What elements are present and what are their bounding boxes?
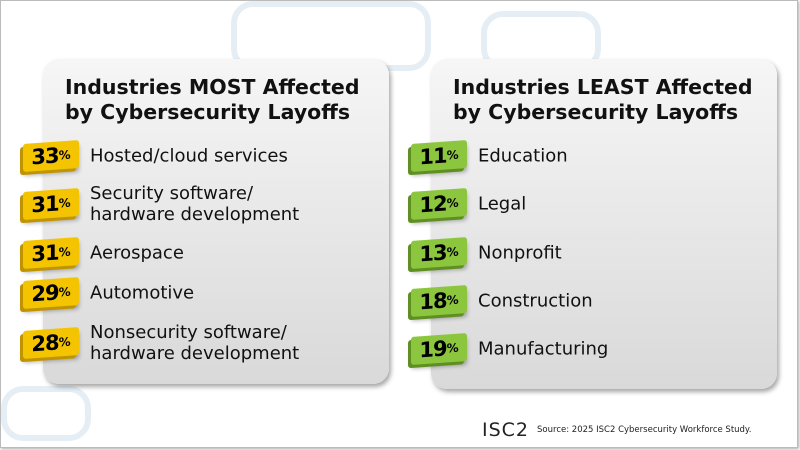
list-item: 12% Legal — [411, 184, 751, 224]
list-item: 19% Manufacturing — [411, 329, 751, 369]
percent-value: 19 — [419, 336, 447, 363]
list-item: 18% Construction — [411, 281, 751, 321]
source-note: Source: 2025 ISC2 Cybersecurity Workforc… — [537, 425, 752, 435]
isc2-logo: ISC2 — [482, 419, 530, 441]
percent-unit: % — [446, 244, 459, 260]
percent-value: 12 — [419, 191, 447, 218]
percent-unit: % — [446, 195, 459, 211]
percent-badge: 29% — [23, 277, 79, 309]
list-item: 31% Aerospace — [23, 233, 363, 273]
percent-unit: % — [446, 292, 459, 308]
percent-unit: % — [446, 147, 459, 163]
industry-label: Automotive — [90, 282, 195, 304]
industry-label: Legal — [478, 193, 527, 215]
list-item: 31% Security software/ hardware developme… — [23, 183, 363, 225]
list-item: 33% Hosted/cloud services — [23, 136, 363, 176]
panel-title: Industries MOST Affected by Cybersecurit… — [65, 75, 360, 124]
list-item: 28% Nonsecurity software/ hardware develo… — [23, 322, 363, 364]
percent-value: 31 — [31, 240, 59, 267]
percent-value: 33 — [31, 143, 59, 170]
percent-value: 13 — [419, 240, 447, 267]
list-item: 11% Education — [411, 136, 751, 176]
percent-unit: % — [58, 195, 71, 211]
industry-label: Nonprofit — [478, 242, 562, 264]
percent-value: 29 — [31, 280, 59, 307]
percent-value: 18 — [419, 288, 447, 315]
percent-value: 11 — [419, 143, 447, 170]
list-item: 13% Nonprofit — [411, 233, 751, 273]
percent-unit: % — [58, 147, 71, 163]
percent-badge: 19% — [411, 333, 467, 365]
industry-label: Security software/ hardware development — [90, 183, 300, 225]
percent-badge: 31% — [23, 188, 79, 220]
industry-label: Construction — [478, 290, 593, 312]
percent-badge: 13% — [411, 237, 467, 269]
percent-badge: 28% — [23, 327, 79, 359]
panel-title: Industries LEAST Affected by Cybersecuri… — [453, 75, 753, 124]
percent-badge: 12% — [411, 188, 467, 220]
industry-label: Manufacturing — [478, 338, 609, 360]
industry-label: Nonsecurity software/ hardware developme… — [90, 322, 300, 364]
percent-badge: 31% — [23, 237, 79, 269]
footer: ISC2 Source: 2025 ISC2 Cybersecurity Wor… — [482, 419, 751, 441]
percent-unit: % — [58, 244, 71, 260]
percent-badge: 18% — [411, 285, 467, 317]
least-affected-panel: Industries LEAST Affected by Cybersecuri… — [411, 59, 777, 389]
percent-unit: % — [58, 334, 71, 350]
list-item: 29% Automotive — [23, 273, 363, 313]
industry-label: Education — [478, 145, 568, 167]
percent-badge: 33% — [23, 140, 79, 172]
most-affected-panel: Industries MOST Affected by Cybersecurit… — [23, 59, 389, 384]
industry-label: Hosted/cloud services — [90, 145, 288, 167]
industry-label: Aerospace — [90, 242, 184, 264]
percent-value: 31 — [31, 191, 59, 218]
percent-unit: % — [58, 284, 71, 300]
percent-badge: 11% — [411, 140, 467, 172]
percent-unit: % — [446, 340, 459, 356]
circuit-decoration — [1, 386, 91, 441]
percent-value: 28 — [31, 330, 59, 357]
